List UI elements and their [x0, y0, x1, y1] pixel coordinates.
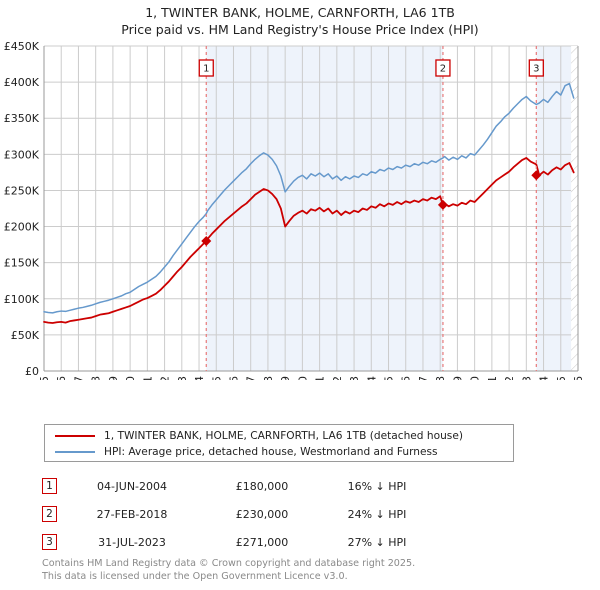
xtick-label-2009: 2009	[279, 376, 292, 380]
price-history-chart: £0 £50K £100K £150K £200K £250K £300K £350K £400…	[0, 40, 600, 380]
transaction-badge-1: 1	[42, 478, 57, 494]
xtick-label-2006: 2006	[227, 376, 240, 380]
xtick-label-1999: 1999	[107, 376, 120, 380]
ytick-label-5: £250K	[4, 184, 40, 197]
xtick-label-2021: 2021	[486, 376, 499, 380]
transaction-date-1: 04-JUN-2004	[96, 479, 168, 493]
ytick-label-2: £100K	[4, 293, 40, 306]
transaction-price-2: £230,000	[235, 507, 289, 521]
table-row: 1 04-JUN-2004 £180,000 16% ↓ HPI	[42, 472, 512, 500]
xtick-label-2004: 2004	[193, 376, 206, 380]
marker-point-3[interactable]	[531, 170, 542, 181]
chart-titles: 1, TWINTER BANK, HOLME, CARNFORTH, LA6 1…	[0, 4, 600, 38]
marker-point-2[interactable]	[437, 199, 448, 210]
marker-badge-1[interactable]	[198, 59, 214, 77]
xtick-label-2003: 2003	[176, 376, 189, 380]
marker-badge-3[interactable]	[528, 59, 544, 77]
series-line-property	[43, 157, 575, 324]
chart-svg: £0 £50K £100K £150K £200K £250K £300K £350K £400…	[4, 40, 585, 380]
xtick-label-2002: 2002	[159, 376, 172, 380]
ytick-label-4: £200K	[4, 221, 40, 234]
series-line-hpi	[43, 82, 575, 314]
ytick-label-1: £50K	[11, 329, 40, 342]
chart-title-line2: Price paid vs. HM Land Registry's House …	[121, 22, 479, 37]
marker-point-1[interactable]	[201, 236, 212, 246]
legend-swatch-property	[55, 435, 95, 437]
xtick-label-2026: 2026	[572, 376, 585, 380]
transaction-price-3: £271,000	[235, 535, 289, 549]
future-zone-hatch	[571, 46, 578, 371]
xtick-label-2020: 2020	[469, 376, 482, 380]
transaction-badge-2: 2	[42, 506, 57, 522]
chart-footer: Contains HM Land Registry data © Crown c…	[42, 558, 562, 583]
legend-label-property: 1, TWINTER BANK, HOLME, CARNFORTH, LA6 1…	[104, 430, 463, 442]
xtick-label-2011: 2011	[314, 376, 327, 380]
xtick-label-2013: 2013	[348, 376, 361, 380]
xtick-label-2016: 2016	[400, 376, 413, 380]
transaction-delta-2: 24% ↓ HPI	[347, 507, 407, 521]
table-row: 3 31-JUL-2023 £271,000 27% ↓ HPI	[42, 528, 512, 556]
transaction-date-3: 31-JUL-2023	[98, 535, 166, 549]
legend-item-property: 1, TWINTER BANK, HOLME, CARNFORTH, LA6 1…	[51, 428, 507, 444]
xtick-label-2007: 2007	[245, 376, 258, 380]
ytick-label-9: £450K	[4, 40, 40, 53]
xtick-label-1995: 1995	[38, 376, 51, 380]
transaction-badge-3: 3	[42, 534, 57, 550]
legend-item-hpi: HPI: Average price, detached house, West…	[51, 444, 507, 460]
marker-badge-label-2: 2	[440, 64, 446, 75]
ytick-label-3: £150K	[4, 257, 40, 270]
transaction-price-1: £180,000	[235, 479, 289, 493]
ytick-label-7: £350K	[4, 112, 40, 125]
xtick-label-2019: 2019	[451, 376, 464, 380]
footer-line2: This data is licensed under the Open Gov…	[42, 570, 348, 582]
marker-badge-2[interactable]	[435, 59, 451, 77]
transactions-table: 1 04-JUN-2004 £180,000 16% ↓ HPI 2 27-FE…	[42, 472, 512, 556]
xtick-label-2023: 2023	[520, 376, 533, 380]
xtick-label-1997: 1997	[72, 376, 85, 380]
xtick-label-2014: 2014	[365, 376, 378, 380]
xtick-label-2005: 2005	[210, 376, 223, 380]
xtick-label-2024: 2024	[538, 376, 551, 380]
shaded-band-1	[206, 46, 443, 371]
xtick-label-2000: 2000	[124, 376, 137, 380]
marker-badge-label-3: 3	[533, 64, 539, 75]
xtick-label-2025: 2025	[555, 376, 568, 380]
xtick-label-1998: 1998	[90, 376, 103, 380]
xtick-label-2022: 2022	[503, 376, 516, 380]
ytick-label-0: £0	[25, 365, 39, 378]
transaction-delta-3: 27% ↓ HPI	[347, 535, 407, 549]
marker-badge-label-1: 1	[203, 64, 209, 75]
chart-title-line1: 1, TWINTER BANK, HOLME, CARNFORTH, LA6 1…	[145, 5, 455, 20]
legend-swatch-hpi	[55, 451, 95, 453]
transaction-delta-1: 16% ↓ HPI	[347, 479, 407, 493]
ytick-label-8: £400K	[4, 76, 40, 89]
xtick-label-1996: 1996	[55, 376, 68, 380]
ytick-label-6: £300K	[4, 148, 40, 161]
xtick-label-2008: 2008	[262, 376, 275, 380]
xtick-label-2010: 2010	[296, 376, 309, 380]
table-row: 2 27-FEB-2018 £230,000 24% ↓ HPI	[42, 500, 512, 528]
chart-legend: 1, TWINTER BANK, HOLME, CARNFORTH, LA6 1…	[44, 424, 514, 462]
footer-line1: Contains HM Land Registry data © Crown c…	[42, 558, 416, 569]
xtick-label-2012: 2012	[331, 376, 344, 380]
legend-label-hpi: HPI: Average price, detached house, West…	[104, 446, 438, 458]
xtick-label-2001: 2001	[141, 376, 154, 380]
xtick-label-2017: 2017	[417, 376, 430, 380]
transaction-date-2: 27-FEB-2018	[96, 507, 168, 521]
xtick-label-2015: 2015	[383, 376, 396, 380]
xtick-label-2018: 2018	[434, 376, 447, 380]
